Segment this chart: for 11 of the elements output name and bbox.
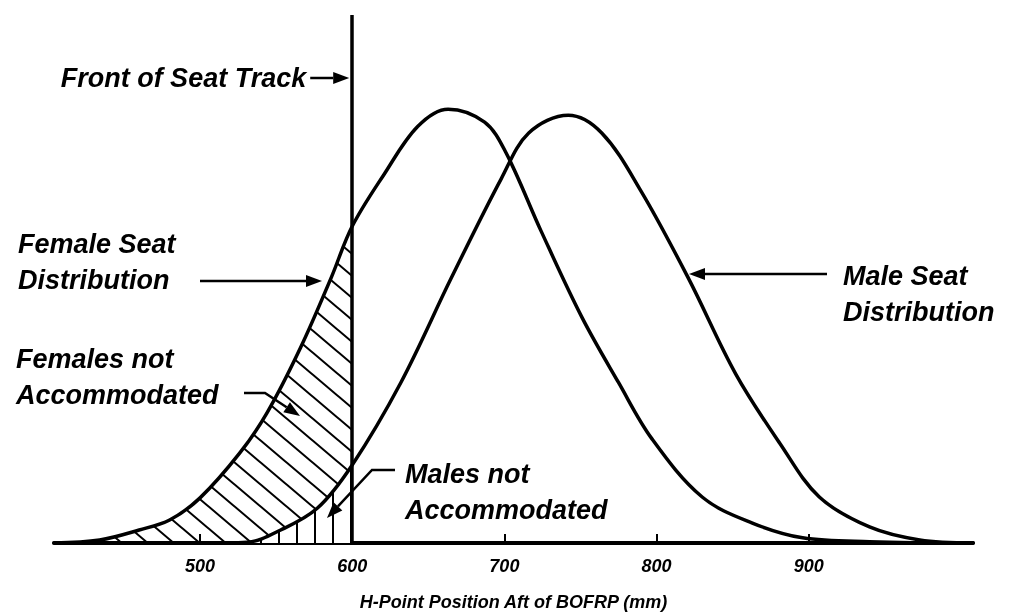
x-tick-label: 800 <box>641 556 672 576</box>
annotation: Male Seat Distribution <box>843 260 996 329</box>
annotation: Female Seat Distribution <box>18 228 178 297</box>
annotation: Females not Accommodated <box>16 343 220 412</box>
x-tick-label: 900 <box>793 556 824 576</box>
x-tick-label: 600 <box>337 556 368 576</box>
x-tick-label: 500 <box>185 556 216 576</box>
x-axis-title: H-Point Position Aft of BOFRP (mm) <box>359 592 668 612</box>
ref-line-label: Front of Seat Track <box>60 62 307 95</box>
annotation: Males not Accommodated <box>405 458 609 527</box>
x-tick-label: 700 <box>489 556 520 576</box>
